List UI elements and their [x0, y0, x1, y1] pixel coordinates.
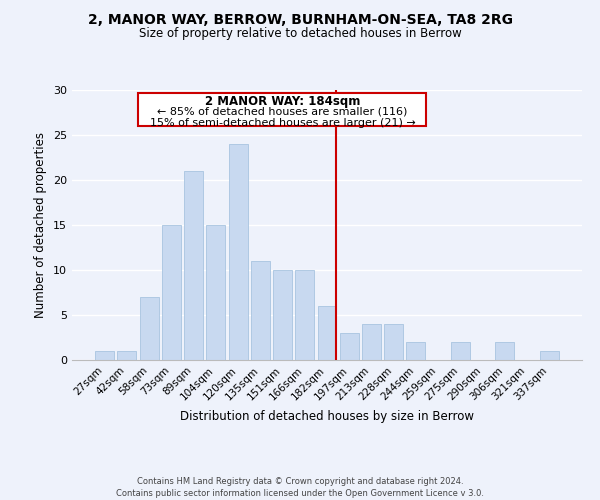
Bar — [496, 342, 514, 360]
FancyBboxPatch shape — [139, 92, 427, 126]
Bar — [406, 342, 425, 360]
Bar — [295, 270, 314, 360]
Bar — [95, 351, 114, 360]
Bar — [317, 306, 337, 360]
Text: ← 85% of detached houses are smaller (116): ← 85% of detached houses are smaller (11… — [157, 106, 407, 116]
Text: 2 MANOR WAY: 184sqm: 2 MANOR WAY: 184sqm — [205, 96, 360, 108]
Text: Contains HM Land Registry data © Crown copyright and database right 2024.: Contains HM Land Registry data © Crown c… — [137, 478, 463, 486]
Text: 2, MANOR WAY, BERROW, BURNHAM-ON-SEA, TA8 2RG: 2, MANOR WAY, BERROW, BURNHAM-ON-SEA, TA… — [88, 12, 512, 26]
Bar — [162, 225, 181, 360]
Bar — [140, 297, 158, 360]
X-axis label: Distribution of detached houses by size in Berrow: Distribution of detached houses by size … — [180, 410, 474, 423]
Bar — [229, 144, 248, 360]
Bar — [340, 333, 359, 360]
Text: Size of property relative to detached houses in Berrow: Size of property relative to detached ho… — [139, 28, 461, 40]
Bar — [118, 351, 136, 360]
Bar — [184, 171, 203, 360]
Bar — [362, 324, 381, 360]
Bar — [273, 270, 292, 360]
Bar — [540, 351, 559, 360]
Y-axis label: Number of detached properties: Number of detached properties — [34, 132, 47, 318]
Bar — [384, 324, 403, 360]
Bar — [451, 342, 470, 360]
Text: Contains public sector information licensed under the Open Government Licence v : Contains public sector information licen… — [116, 489, 484, 498]
Bar — [206, 225, 225, 360]
Bar — [251, 261, 270, 360]
Text: 15% of semi-detached houses are larger (21) →: 15% of semi-detached houses are larger (… — [149, 118, 415, 128]
